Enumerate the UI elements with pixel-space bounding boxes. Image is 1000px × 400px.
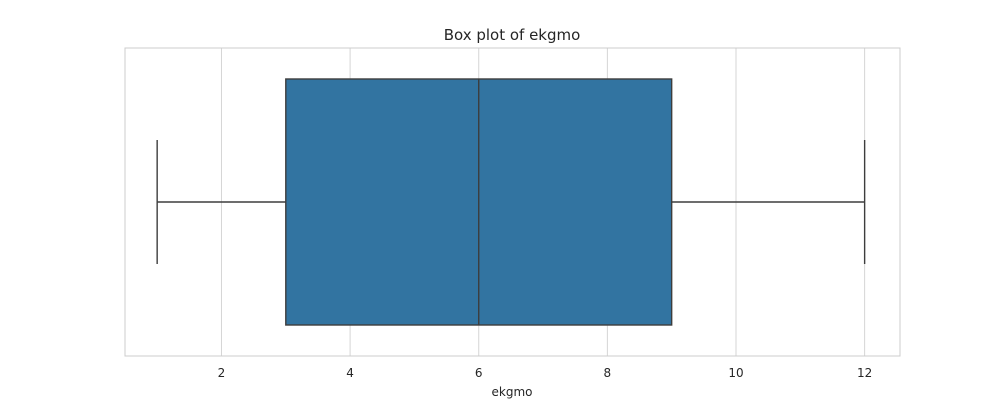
x-tick-label: 10 <box>728 366 743 380</box>
x-tick-label: 2 <box>218 366 226 380</box>
x-tick-label: 6 <box>475 366 483 380</box>
x-tick-label: 8 <box>604 366 612 380</box>
x-tick-label: 4 <box>346 366 354 380</box>
x-tick-label: 12 <box>857 366 872 380</box>
chart-title: Box plot of ekgmo <box>444 26 581 44</box>
box-group <box>156 78 866 326</box>
x-axis-label: ekgmo <box>492 385 533 399</box>
x-tick-labels: 2 4 6 8 10 12 <box>218 366 873 380</box>
plot-frame <box>124 47 901 357</box>
